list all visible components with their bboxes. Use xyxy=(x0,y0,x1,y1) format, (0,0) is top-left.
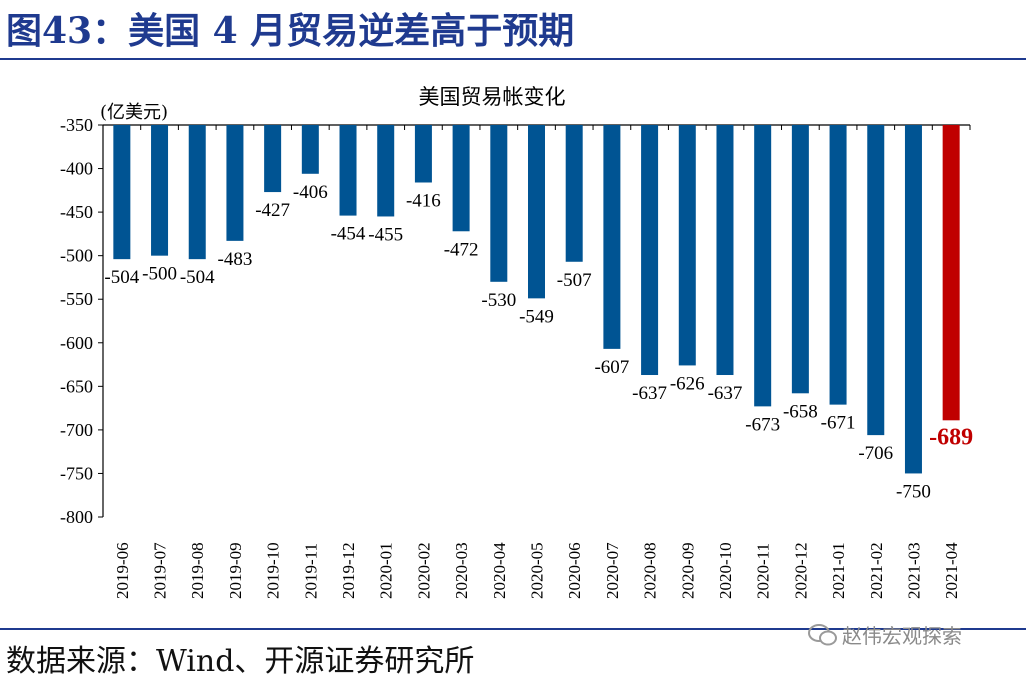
bar xyxy=(829,125,847,405)
trade-balance-chart: 美国贸易帐变化 (亿美元) -350 -400 -450 -500 -550 -600 -6… xyxy=(60,85,973,599)
bar xyxy=(151,125,169,256)
data-label: -607 xyxy=(594,357,629,378)
data-label: -472 xyxy=(444,239,479,260)
y-tick-label: -500 xyxy=(60,246,93,266)
bar xyxy=(716,125,734,376)
x-tick-label: 2019-06 xyxy=(113,542,132,599)
bar xyxy=(528,125,545,299)
bar xyxy=(942,125,960,421)
x-tick-label: 2020-10 xyxy=(716,542,735,599)
bar xyxy=(264,125,282,193)
bar xyxy=(301,125,319,174)
x-tick-label: 2020-04 xyxy=(490,542,509,599)
bar xyxy=(113,125,131,260)
data-label: -483 xyxy=(218,249,253,270)
x-tick-label: 2021-01 xyxy=(829,542,848,599)
bar xyxy=(452,125,470,232)
x-tick-label: 2020-07 xyxy=(603,542,622,599)
x-tick-label: 2021-04 xyxy=(942,542,961,599)
bar xyxy=(754,125,772,407)
x-tick-label: 2019-10 xyxy=(264,542,283,599)
x-tick-label: 2020-05 xyxy=(528,542,547,599)
x-tick-label: 2019-11 xyxy=(301,543,320,599)
x-tick-label: 2020-02 xyxy=(414,542,433,599)
y-tick-label: -700 xyxy=(60,420,93,440)
data-label: -626 xyxy=(670,373,705,394)
data-label: -427 xyxy=(255,200,290,221)
bar xyxy=(490,125,508,282)
bar xyxy=(904,125,922,474)
data-label: -504 xyxy=(104,267,139,288)
x-tick-label: 2019-07 xyxy=(151,542,170,599)
data-label: -706 xyxy=(858,443,893,464)
y-tick-label: -650 xyxy=(60,376,93,396)
bar xyxy=(603,125,621,349)
x-tick-label: 2021-03 xyxy=(904,542,923,599)
data-label: -549 xyxy=(519,306,554,327)
data-label: -454 xyxy=(331,224,366,245)
y-tick-label: -800 xyxy=(60,507,93,527)
bar xyxy=(414,125,432,183)
bar xyxy=(377,125,395,217)
title-divider xyxy=(0,58,1026,60)
x-tick-label: 2020-12 xyxy=(791,542,810,599)
data-label: -500 xyxy=(142,264,177,285)
y-tick-label: -350 xyxy=(60,115,93,135)
data-label: -507 xyxy=(557,270,592,291)
data-label: -671 xyxy=(821,413,856,434)
data-label: -504 xyxy=(180,267,215,288)
y-tick-label: -450 xyxy=(60,202,93,222)
bar xyxy=(678,125,696,366)
x-tick-label: 2020-08 xyxy=(641,542,660,599)
data-label: -455 xyxy=(368,224,403,245)
bar xyxy=(867,125,885,436)
data-label: -658 xyxy=(783,401,818,422)
x-tick-label: 2019-12 xyxy=(339,542,358,599)
x-tick-label: 2020-09 xyxy=(678,542,697,599)
x-tick-label: 2021-02 xyxy=(867,542,886,599)
bar xyxy=(339,125,357,216)
data-label: -530 xyxy=(481,290,516,311)
x-tick-label: 2020-11 xyxy=(754,543,773,599)
bar xyxy=(641,125,659,376)
chart-title: 美国贸易帐变化 xyxy=(419,85,566,109)
y-tick-label: -550 xyxy=(60,289,93,309)
x-tick-label: 2020-01 xyxy=(377,542,396,599)
x-tick-label: 2019-08 xyxy=(188,542,207,599)
figure-title: 图43：美国 4 月贸易逆差高于预期 xyxy=(6,10,575,52)
data-label: -689 xyxy=(929,424,973,450)
y-tick-label: -600 xyxy=(60,333,93,353)
watermark: 赵伟宏观探索 xyxy=(808,620,962,649)
data-label: -673 xyxy=(745,414,780,435)
bar xyxy=(188,125,206,260)
bar xyxy=(791,125,809,394)
bar xyxy=(565,125,583,262)
data-label: -416 xyxy=(406,190,441,211)
y-axis-unit-label: (亿美元) xyxy=(100,102,168,123)
data-label: -406 xyxy=(293,182,328,203)
y-tick-label: -400 xyxy=(60,159,93,179)
x-tick-label: 2020-03 xyxy=(452,542,471,599)
y-tick-label: -750 xyxy=(60,463,93,483)
source-note: 数据来源：Wind、开源证券研究所 xyxy=(6,644,475,679)
x-tick-label: 2020-06 xyxy=(565,542,584,599)
data-label: -637 xyxy=(708,383,743,404)
watermark-text: 赵伟宏观探索 xyxy=(842,624,962,648)
wechat-icon xyxy=(808,623,837,645)
x-tick-label: 2019-09 xyxy=(226,542,245,599)
bar xyxy=(226,125,244,241)
data-label: -750 xyxy=(896,481,931,502)
plot-area: -350 -400 -450 -500 -550 -600 -650 -700 -750 -800… xyxy=(60,115,973,599)
data-label: -637 xyxy=(632,383,667,404)
footer-divider xyxy=(0,628,1026,630)
